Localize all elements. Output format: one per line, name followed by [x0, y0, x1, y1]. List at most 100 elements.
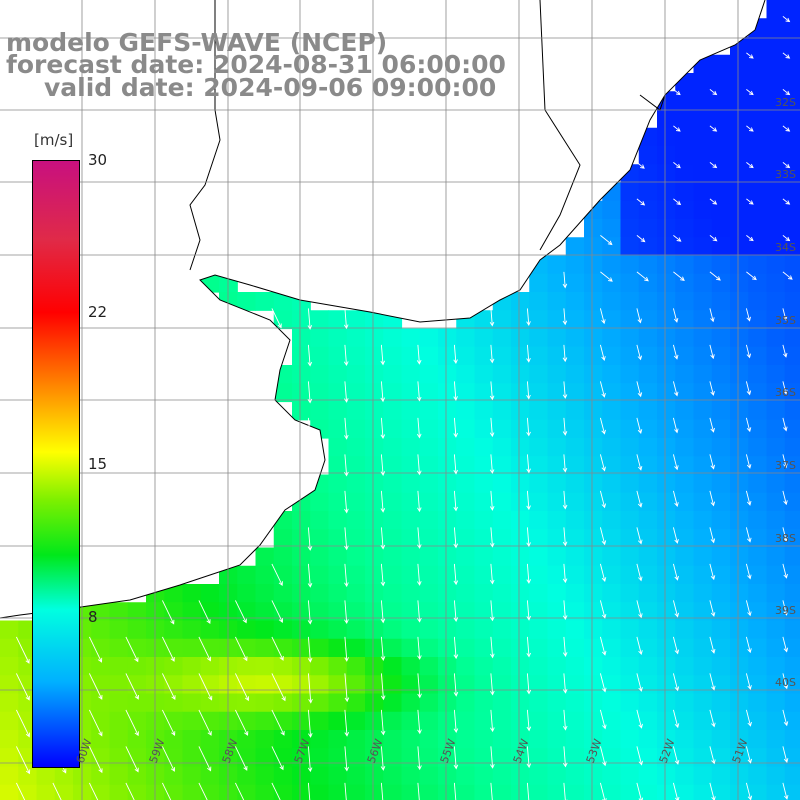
field-cell: [784, 127, 800, 147]
field-cell: [638, 784, 658, 800]
field-cell: [766, 766, 786, 786]
field-cell: [511, 292, 530, 311]
wind-arrow: [636, 527, 643, 545]
field-cell: [565, 693, 585, 713]
field-cell: [255, 565, 275, 585]
field-cell: [693, 766, 713, 786]
field-cell: [346, 456, 366, 476]
wind-arrow: [745, 673, 752, 691]
field-cell: [638, 438, 658, 457]
wind-arrow: [15, 709, 30, 738]
field-cell: [784, 18, 800, 38]
field-cell: [492, 419, 512, 439]
field-cell: [711, 383, 731, 403]
wind-arrow: [672, 636, 680, 655]
field-cell: [474, 511, 494, 530]
latitude-label: 37S: [775, 459, 796, 472]
wind-arrow: [672, 454, 679, 471]
field-cell: [328, 547, 348, 567]
field-cell: [748, 219, 768, 238]
field-cell: [730, 438, 749, 457]
field-cell: [365, 602, 384, 622]
field-cell: [711, 146, 731, 165]
wind-arrow: [526, 600, 532, 621]
field-cell: [292, 693, 311, 713]
field-cell: [693, 109, 713, 129]
field-cell: [584, 748, 603, 768]
field-cell: [784, 164, 800, 184]
wind-arrow: [380, 527, 386, 550]
field-cell: [602, 310, 622, 330]
field-cell: [419, 401, 439, 421]
field-cell: [492, 310, 512, 330]
wind-arrow: [562, 417, 568, 436]
field-cell: [328, 693, 348, 713]
field-cell: [438, 365, 457, 384]
field-cell: [438, 675, 457, 695]
field-cell: [638, 766, 658, 786]
field-cell: [219, 784, 238, 800]
field-cell: [638, 219, 658, 238]
field-cell: [675, 292, 695, 311]
field-cell: [602, 365, 622, 384]
wind-arrow: [15, 673, 30, 701]
field-cell: [638, 693, 658, 713]
field-cell: [474, 492, 494, 512]
field-cell: [638, 529, 658, 549]
field-cell: [675, 127, 695, 147]
field-cell: [565, 766, 585, 786]
field-cell: [784, 657, 800, 676]
field-cell: [529, 529, 549, 549]
field-cell: [748, 474, 768, 494]
wind-arrow: [125, 782, 135, 800]
field-cell: [438, 547, 457, 567]
field-cell: [401, 711, 421, 731]
field-cell: [602, 784, 622, 800]
field-cell: [657, 584, 676, 603]
field-cell: [784, 0, 800, 19]
wind-arrow: [562, 673, 568, 694]
field-cell: [164, 748, 184, 768]
field-cell: [456, 456, 476, 476]
field-cell: [328, 383, 348, 403]
field-cell: [346, 711, 366, 731]
field-cell: [273, 730, 293, 749]
field-cell: [310, 511, 330, 530]
field-cell: [748, 273, 768, 293]
field-cell: [182, 657, 202, 676]
field-cell: [711, 219, 731, 238]
field-cell: [602, 200, 622, 220]
field-cell: [456, 766, 476, 786]
latitude-label: 35S: [775, 314, 796, 327]
field-cell: [766, 784, 786, 800]
field-cell: [693, 73, 713, 92]
field-cell: [273, 711, 293, 731]
field-cell: [146, 784, 165, 800]
field-cell: [127, 675, 147, 695]
field-cell: [401, 456, 421, 476]
field-cell: [748, 492, 768, 512]
field-cell: [474, 328, 494, 348]
wind-arrow: [489, 308, 495, 327]
field-cell: [766, 584, 786, 603]
wind-arrow: [307, 782, 311, 800]
field-cell: [529, 419, 549, 439]
wind-arrow: [417, 490, 422, 513]
field-cell: [784, 474, 800, 494]
field-cell: [748, 182, 768, 202]
field-cell: [584, 292, 603, 311]
field-cell: [419, 584, 439, 603]
field-cell: [273, 565, 293, 585]
field-cell: [693, 711, 713, 731]
field-cell: [602, 419, 622, 439]
field-cell: [784, 237, 800, 257]
field-cell: [492, 675, 512, 695]
field-cell: [584, 237, 603, 257]
field-cell: [346, 310, 366, 330]
field-cell: [328, 638, 348, 658]
field-cell: [383, 675, 403, 695]
field-cell: [273, 766, 293, 786]
field-cell: [730, 273, 749, 293]
field-cell: [237, 766, 257, 786]
field-cell: [346, 657, 366, 676]
